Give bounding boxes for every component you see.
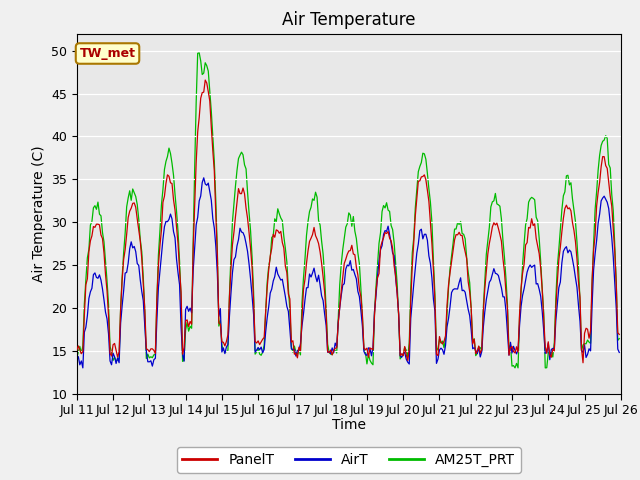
Y-axis label: Air Temperature (C): Air Temperature (C) <box>31 145 45 282</box>
AM25T_PRT <box>140 275 147 280</box>
AM25T_PRT <box>73 355 81 360</box>
AirT <box>616 349 623 355</box>
PanelT <box>73 348 81 353</box>
Legend: PanelT, AirT, AM25T_PRT: PanelT, AirT, AM25T_PRT <box>177 447 521 473</box>
Line: PanelT: PanelT <box>77 80 620 363</box>
Line: AM25T_PRT: AM25T_PRT <box>77 53 620 368</box>
AirT <box>79 365 86 371</box>
AirT <box>73 357 81 362</box>
Line: AirT: AirT <box>77 178 620 368</box>
Text: TW_met: TW_met <box>79 47 136 60</box>
AM25T_PRT <box>236 152 244 158</box>
AirT <box>237 229 245 235</box>
PanelT <box>616 332 623 337</box>
AM25T_PRT <box>511 365 519 371</box>
PanelT <box>254 338 262 344</box>
PanelT <box>312 233 319 239</box>
PanelT <box>236 191 244 196</box>
PanelT <box>202 77 209 83</box>
AM25T_PRT <box>616 336 623 341</box>
AM25T_PRT <box>588 281 596 287</box>
PanelT <box>579 360 587 366</box>
AirT <box>256 347 264 353</box>
AirT <box>265 304 273 310</box>
PanelT <box>140 282 147 288</box>
AM25T_PRT <box>264 279 271 285</box>
PanelT <box>588 277 596 283</box>
PanelT <box>264 285 271 290</box>
AirT <box>588 302 596 308</box>
AirT <box>313 279 321 285</box>
AM25T_PRT <box>312 189 319 195</box>
AirT <box>200 175 207 180</box>
Title: Air Temperature: Air Temperature <box>282 11 415 29</box>
AirT <box>141 323 148 329</box>
AM25T_PRT <box>195 50 203 56</box>
X-axis label: Time: Time <box>332 419 366 432</box>
AM25T_PRT <box>254 345 262 351</box>
